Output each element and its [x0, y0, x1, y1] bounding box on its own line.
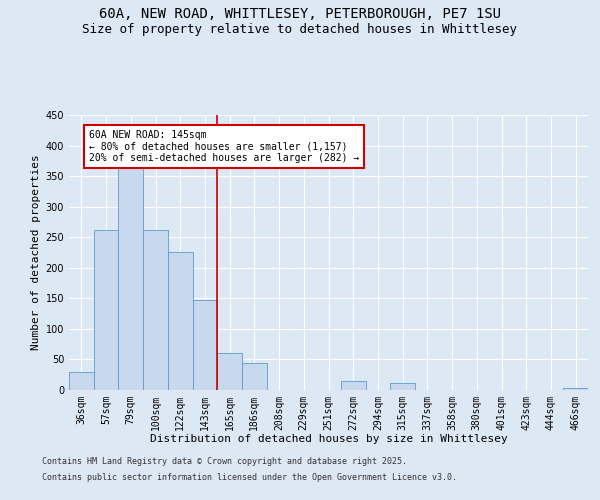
- Bar: [94, 230, 118, 390]
- Text: Size of property relative to detached houses in Whittlesey: Size of property relative to detached ho…: [83, 22, 517, 36]
- Y-axis label: Number of detached properties: Number of detached properties: [31, 154, 41, 350]
- Text: 60A, NEW ROAD, WHITTLESEY, PETERBOROUGH, PE7 1SU: 60A, NEW ROAD, WHITTLESEY, PETERBOROUGH,…: [99, 8, 501, 22]
- Bar: [563, 388, 588, 390]
- Bar: [118, 164, 143, 390]
- Text: Contains public sector information licensed under the Open Government Licence v3: Contains public sector information licen…: [42, 472, 457, 482]
- Text: Contains HM Land Registry data © Crown copyright and database right 2025.: Contains HM Land Registry data © Crown c…: [42, 458, 407, 466]
- Bar: [69, 372, 94, 390]
- Text: 60A NEW ROAD: 145sqm
← 80% of detached houses are smaller (1,157)
20% of semi-de: 60A NEW ROAD: 145sqm ← 80% of detached h…: [89, 130, 359, 164]
- Bar: [143, 230, 168, 390]
- Bar: [217, 354, 242, 390]
- Bar: [242, 363, 267, 390]
- Bar: [341, 381, 365, 390]
- Bar: [390, 382, 415, 390]
- X-axis label: Distribution of detached houses by size in Whittlesey: Distribution of detached houses by size …: [149, 434, 508, 444]
- Bar: [193, 300, 217, 390]
- Bar: [168, 252, 193, 390]
